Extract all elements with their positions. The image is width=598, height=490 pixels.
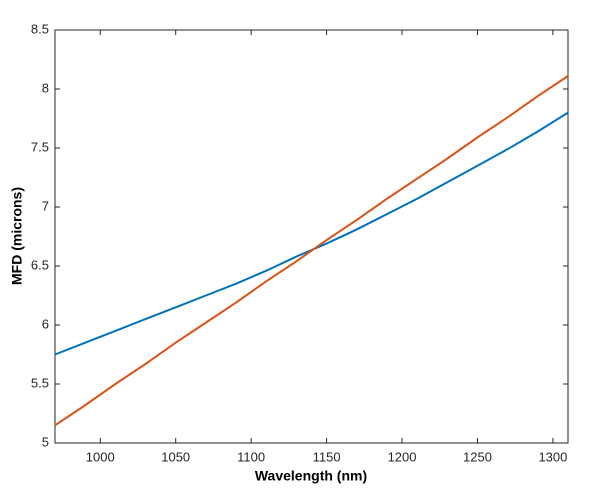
y-tick-label: 8.5 — [31, 21, 49, 36]
line — [54, 75, 569, 427]
y-tick-label: 5 — [42, 434, 49, 449]
y-axis-label: MFD (microns) — [9, 187, 25, 285]
x-tick-label: 1000 — [86, 449, 115, 464]
x-tick-label: 1300 — [538, 449, 567, 464]
x-tick-label: 1100 — [237, 449, 265, 464]
y-tick-label: 6 — [42, 316, 49, 331]
y-tick-label: 8 — [42, 80, 49, 95]
y-tick-label: 7.5 — [31, 139, 49, 154]
x-axis-label: Wavelength (nm) — [255, 468, 367, 484]
x-tick-label: 1050 — [161, 449, 190, 464]
plot-frame — [54, 29, 569, 444]
y-tick-label: 7 — [42, 198, 49, 213]
y-tick-label: 6.5 — [31, 257, 49, 272]
line — [54, 111, 569, 356]
y-tick-label: 5.5 — [31, 375, 49, 390]
x-tick-label: 1150 — [313, 449, 341, 464]
x-tick-label: 1200 — [388, 449, 417, 464]
x-tick-label: 1250 — [463, 449, 492, 464]
